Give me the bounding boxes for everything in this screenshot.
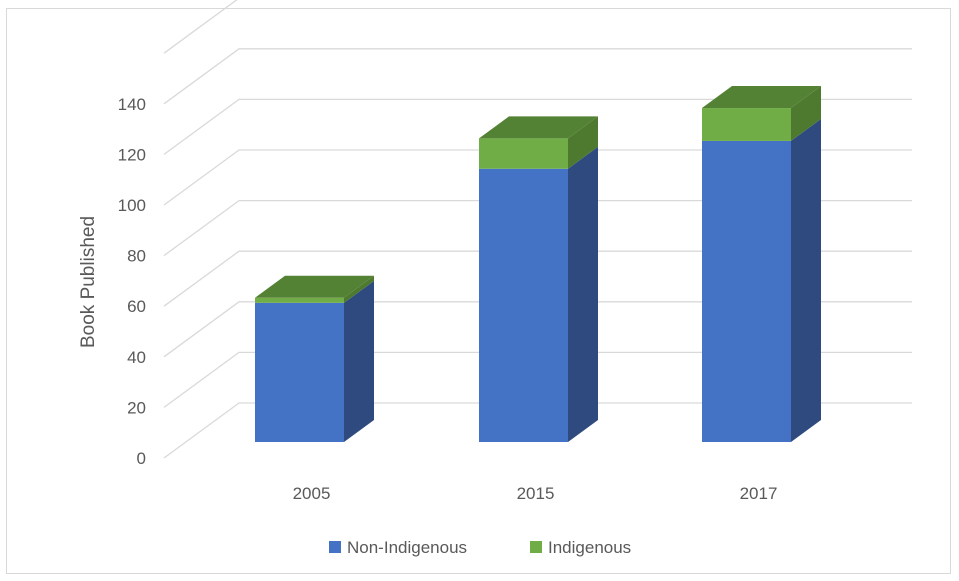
gridline-120 — [163, 98, 912, 155]
x-axis-categories: 2005 2015 2017 — [293, 484, 778, 503]
y-axis-ticks: 0 20 40 60 80 100 120 140 — [118, 95, 146, 468]
gridlines — [163, 0, 912, 459]
y-tick-label: 60 — [127, 297, 146, 316]
y-tick-label: 140 — [118, 95, 146, 114]
y-axis-label: Book Published — [78, 216, 99, 348]
bar-side-2017-non-indigenous — [791, 118, 821, 443]
y-tick-label: 0 — [137, 449, 146, 468]
bar-side-2005-non-indigenous — [344, 280, 374, 442]
x-category-label: 2015 — [517, 484, 555, 503]
gridline-160 — [163, 0, 238, 54]
bar-2015-non-indigenous — [479, 168, 568, 442]
bar-top-2015 — [479, 116, 598, 139]
bar-2017-indigenous — [702, 108, 791, 141]
gridline-100 — [163, 149, 912, 206]
gridline-20 — [163, 351, 912, 408]
bar-side-2015-indigenous — [568, 116, 598, 169]
y-tick-label: 120 — [118, 145, 146, 164]
bar-side-2017-indigenous — [791, 86, 821, 141]
y-tick-label: 20 — [127, 398, 146, 417]
x-category-label: 2017 — [740, 484, 778, 503]
bar-2015-indigenous — [479, 138, 568, 169]
bar-2005-indigenous — [255, 297, 344, 303]
bar-side-2015-non-indigenous — [568, 146, 598, 442]
gridline-0 — [163, 402, 912, 459]
bar-2017-non-indigenous — [702, 140, 791, 442]
bar-2005-non-indigenous — [255, 302, 344, 442]
bar-side-2005-indigenous — [344, 275, 374, 303]
y-tick-label: 80 — [127, 247, 146, 266]
bars — [255, 86, 821, 443]
bar-top-2005 — [255, 275, 374, 298]
gridline-40 — [163, 301, 912, 358]
gridline-140 — [163, 48, 912, 105]
legend: Non-Indigenous Indigenous — [329, 538, 631, 557]
y-tick-label: 100 — [118, 196, 146, 215]
legend-label-indigenous: Indigenous — [548, 538, 631, 557]
bar-top-2017 — [702, 86, 821, 109]
gridline-60 — [163, 250, 912, 307]
legend-swatch-non-indigenous — [329, 541, 341, 553]
legend-swatch-indigenous — [530, 541, 542, 553]
x-category-label: 2005 — [293, 484, 331, 503]
y-tick-label: 40 — [127, 348, 146, 367]
legend-label-non-indigenous: Non-Indigenous — [347, 538, 467, 557]
gridline-80 — [163, 199, 912, 257]
